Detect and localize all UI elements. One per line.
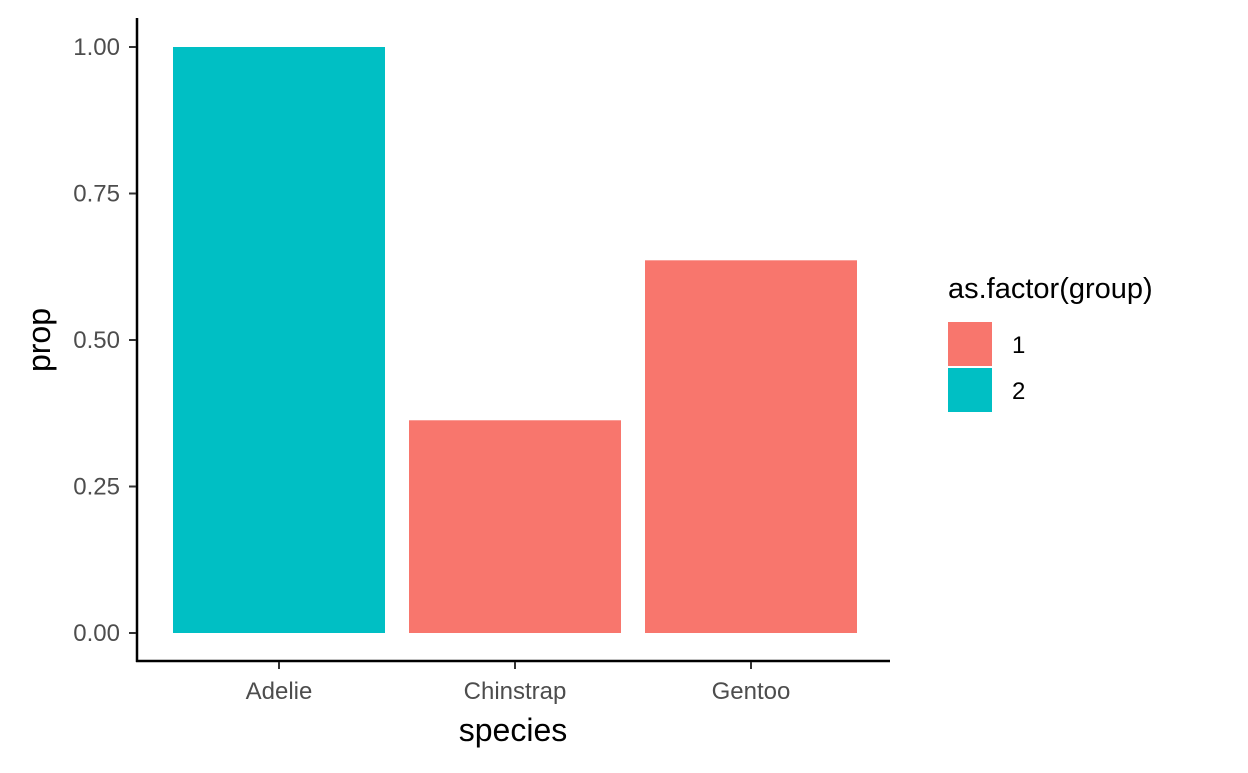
x-tick-label: Gentoo — [712, 678, 791, 705]
legend-swatch-2 — [948, 368, 992, 412]
y-tick-label: 0.75 — [73, 181, 120, 208]
legend-label-1: 1 — [1012, 332, 1025, 359]
y-tick-label: 1.00 — [73, 34, 120, 61]
bar-gentoo — [645, 260, 857, 633]
y-axis: 0.00 0.25 0.50 0.75 1.00 — [73, 18, 139, 662]
legend: as.factor(group) 12 — [948, 273, 1153, 412]
bars-group — [173, 47, 857, 633]
legend-swatch-1 — [948, 322, 992, 366]
y-tick-label: 0.00 — [73, 620, 120, 647]
x-axis-title: species — [459, 712, 568, 748]
bar-chinstrap — [409, 420, 621, 633]
legend-entries: 12 — [948, 322, 1025, 412]
y-tick-label: 0.25 — [73, 474, 120, 501]
x-axis: Adelie Chinstrap Gentoo — [136, 659, 890, 705]
x-tick-label: Adelie — [246, 678, 313, 705]
legend-title: as.factor(group) — [948, 273, 1153, 305]
bar-adelie — [173, 47, 385, 633]
legend-label-2: 2 — [1012, 378, 1025, 405]
y-axis-title: prop — [21, 308, 57, 372]
x-tick-label: Chinstrap — [464, 678, 567, 705]
y-tick-label: 0.50 — [73, 327, 120, 354]
